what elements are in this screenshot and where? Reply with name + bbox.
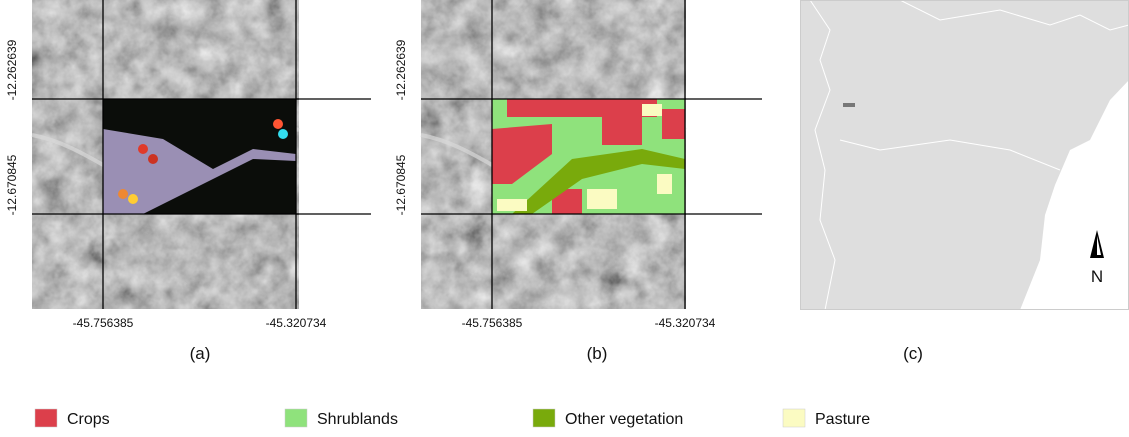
x-coordinate-label: -45.756385 <box>73 316 134 330</box>
satellite-image <box>421 0 686 309</box>
page: {"panels": [ {"caption": "(a)", "y_label… <box>0 0 1129 432</box>
y-coordinate-label: -12.670845 <box>5 154 19 215</box>
legend-label: Other vegetation <box>565 411 683 428</box>
panel-caption: (b) <box>587 344 608 363</box>
figure: -12.262639 -12.670845 -45.756385 -45.320734… <box>0 0 1129 432</box>
legend-label: Crops <box>67 411 110 428</box>
legend-swatch <box>533 409 555 427</box>
panel-caption: (c) <box>903 344 923 363</box>
study-area <box>843 103 855 107</box>
field-dot <box>128 194 138 204</box>
field-dot <box>138 144 148 154</box>
x-coordinate-label: -45.320734 <box>266 316 327 330</box>
north-label: N <box>1091 267 1103 286</box>
x-coordinate-label: -45.320734 <box>655 316 716 330</box>
class-pasture <box>657 174 672 194</box>
legend-label: Pasture <box>815 411 870 428</box>
y-coordinate-label: -12.262639 <box>5 39 19 100</box>
field-dot <box>118 189 128 199</box>
panel-caption: (a) <box>190 344 211 363</box>
class-crops <box>507 99 657 117</box>
class-crops <box>602 117 642 145</box>
x-coordinate-label: -45.756385 <box>462 316 523 330</box>
legend-swatch <box>285 409 307 427</box>
legend-label: Shrublands <box>317 411 398 428</box>
field-dot <box>273 119 283 129</box>
class-pasture <box>587 189 617 209</box>
class-pasture <box>497 199 527 211</box>
class-pasture <box>642 104 662 116</box>
legend-swatch <box>783 409 805 427</box>
class-crops <box>662 109 685 139</box>
y-coordinate-label: -12.262639 <box>394 39 408 100</box>
legend-swatch <box>35 409 57 427</box>
field-dot <box>148 154 158 164</box>
field-dot <box>278 129 288 139</box>
y-coordinate-label: -12.670845 <box>394 154 408 215</box>
satellite-image <box>32 0 299 309</box>
